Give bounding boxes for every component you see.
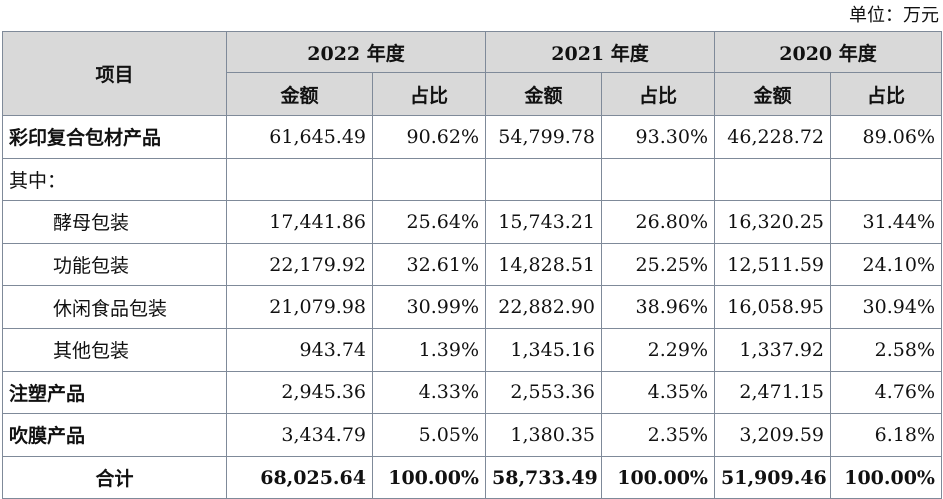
header-item: 项目 (2, 31, 227, 116)
header-amount: 金额 (485, 72, 602, 116)
cell-amount: 2,553.36 (485, 370, 602, 415)
cell-amount: 1,345.16 (485, 327, 602, 372)
cell-ratio: 25.64% (372, 200, 486, 244)
cell-ratio (601, 157, 715, 202)
cell-amount: 21,079.98 (226, 285, 373, 329)
row-label: 吹膜产品 (2, 413, 227, 457)
cell-ratio: 100.00% (601, 455, 715, 499)
cell-amount: 2,945.36 (226, 370, 373, 415)
header-year-2020: 2020 年度 (714, 31, 942, 73)
cell-ratio: 2.58% (830, 327, 942, 372)
row-label: 功能包装 (2, 242, 227, 287)
cell-ratio: 38.96% (601, 285, 715, 329)
table-row: 彩印复合包材产品 61,645.49 90.62% 54,799.78 93.3… (2, 115, 942, 159)
row-label: 酵母包装 (2, 200, 227, 244)
cell-amount: 46,228.72 (714, 115, 831, 159)
cell-amount: 22,179.92 (226, 242, 373, 287)
table-row: 注塑产品 2,945.36 4.33% 2,553.36 4.35% 2,471… (2, 370, 942, 415)
header-amount: 金额 (226, 72, 373, 116)
cell-amount: 1,337.92 (714, 327, 831, 372)
table-row: 吹膜产品 3,434.79 5.05% 1,380.35 2.35% 3,209… (2, 413, 942, 457)
header-row-years: 项目 2022 年度 2021 年度 2020 年度 (2, 31, 942, 116)
cell-ratio (372, 157, 486, 202)
header-row-metrics: 金额 占比 金额 占比 金额 占比 (3, 72, 942, 116)
row-label: 彩印复合包材产品 (2, 115, 227, 159)
cell-amount: 51,909.46 (714, 455, 831, 499)
cell-amount (714, 157, 831, 202)
cell-amount: 12,511.59 (714, 242, 831, 287)
revenue-table: 项目 2022 年度 2021 年度 2020 年度 金额 占比 金额 占比 金… (2, 31, 942, 499)
cell-ratio: 2.35% (601, 413, 715, 457)
cell-ratio: 32.61% (372, 242, 486, 287)
header-amount: 金额 (714, 72, 831, 116)
cell-amount: 3,209.59 (714, 413, 831, 457)
table-row: 休闲食品包装 21,079.98 30.99% 22,882.90 38.96%… (2, 285, 942, 329)
cell-ratio: 30.99% (372, 285, 486, 329)
row-label: 注塑产品 (2, 370, 227, 415)
cell-ratio: 5.05% (372, 413, 486, 457)
cell-amount (226, 157, 373, 202)
header-ratio: 占比 (372, 72, 486, 116)
row-label: 休闲食品包装 (2, 285, 227, 329)
cell-amount: 16,320.25 (714, 200, 831, 244)
cell-amount: 1,380.35 (485, 413, 602, 457)
cell-ratio: 100.00% (372, 455, 486, 499)
cell-ratio: 1.39% (372, 327, 486, 372)
cell-ratio: 93.30% (601, 115, 715, 159)
cell-amount: 22,882.90 (485, 285, 602, 329)
cell-ratio: 90.62% (372, 115, 486, 159)
cell-ratio: 6.18% (830, 413, 942, 457)
cell-ratio: 4.33% (372, 370, 486, 415)
cell-ratio: 4.35% (601, 370, 715, 415)
cell-ratio: 2.29% (601, 327, 715, 372)
cell-amount: 61,645.49 (226, 115, 373, 159)
cell-ratio: 31.44% (830, 200, 942, 244)
cell-amount: 14,828.51 (485, 242, 602, 287)
cell-amount: 3,434.79 (226, 413, 373, 457)
cell-amount: 54,799.78 (485, 115, 602, 159)
total-row: 合计 68,025.64 100.00% 58,733.49 100.00% 5… (2, 455, 942, 499)
cell-amount: 17,441.86 (226, 200, 373, 244)
row-label: 合计 (2, 455, 227, 499)
cell-ratio: 100.00% (830, 455, 942, 499)
cell-ratio: 25.25% (601, 242, 715, 287)
cell-amount: 16,058.95 (714, 285, 831, 329)
table-row: 酵母包装 17,441.86 25.64% 15,743.21 26.80% 1… (2, 200, 942, 244)
cell-amount: 68,025.64 (226, 455, 373, 499)
cell-amount: 943.74 (226, 327, 373, 372)
header-ratio: 占比 (830, 72, 942, 116)
table-row: 功能包装 22,179.92 32.61% 14,828.51 25.25% 1… (2, 242, 942, 287)
header-ratio: 占比 (601, 72, 715, 116)
cell-amount: 15,743.21 (485, 200, 602, 244)
header-year-2021: 2021 年度 (485, 31, 715, 73)
cell-ratio: 89.06% (830, 115, 942, 159)
cell-ratio (830, 157, 942, 202)
table-row: 其他包装 943.74 1.39% 1,345.16 2.29% 1,337.9… (2, 327, 942, 372)
cell-amount (485, 157, 602, 202)
cell-ratio: 30.94% (830, 285, 942, 329)
unit-label: 单位：万元 (849, 5, 939, 26)
row-label: 其他包装 (2, 327, 227, 372)
cell-ratio: 4.76% (830, 370, 942, 415)
row-label: 其中： (2, 157, 227, 202)
cell-ratio: 26.80% (601, 200, 715, 244)
table-row: 其中： (2, 157, 942, 202)
cell-ratio: 24.10% (830, 242, 942, 287)
cell-amount: 58,733.49 (485, 455, 602, 499)
header-year-2022: 2022 年度 (226, 31, 486, 73)
cell-amount: 2,471.15 (714, 370, 831, 415)
